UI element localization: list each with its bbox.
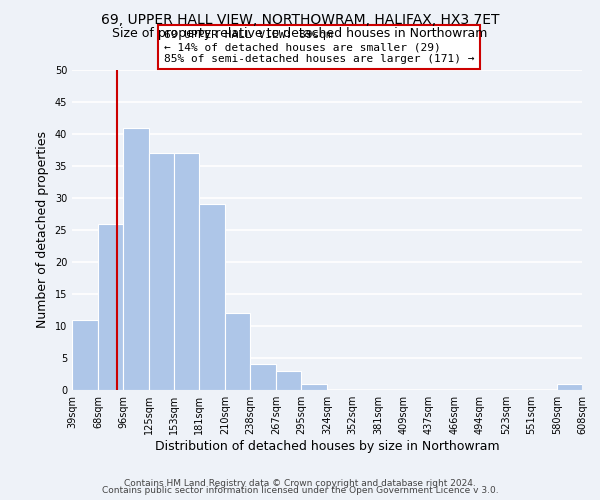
Bar	[174, 153, 199, 390]
Bar	[277, 371, 301, 390]
Bar	[225, 313, 250, 390]
Text: Size of property relative to detached houses in Northowram: Size of property relative to detached ho…	[112, 28, 488, 40]
Bar	[557, 384, 582, 390]
X-axis label: Distribution of detached houses by size in Northowram: Distribution of detached houses by size …	[155, 440, 499, 453]
Bar	[123, 128, 149, 390]
Bar	[301, 384, 328, 390]
Y-axis label: Number of detached properties: Number of detached properties	[36, 132, 49, 328]
Text: Contains HM Land Registry data © Crown copyright and database right 2024.: Contains HM Land Registry data © Crown c…	[124, 478, 476, 488]
Text: 69, UPPER HALL VIEW, NORTHOWRAM, HALIFAX, HX3 7ET: 69, UPPER HALL VIEW, NORTHOWRAM, HALIFAX…	[101, 12, 499, 26]
Bar	[149, 153, 174, 390]
Bar	[98, 224, 123, 390]
Bar	[199, 204, 225, 390]
Bar	[250, 364, 277, 390]
Text: 69 UPPER HALL VIEW: 89sqm
← 14% of detached houses are smaller (29)
85% of semi-: 69 UPPER HALL VIEW: 89sqm ← 14% of detac…	[164, 30, 475, 64]
Bar	[72, 320, 98, 390]
Text: Contains public sector information licensed under the Open Government Licence v : Contains public sector information licen…	[101, 486, 499, 495]
